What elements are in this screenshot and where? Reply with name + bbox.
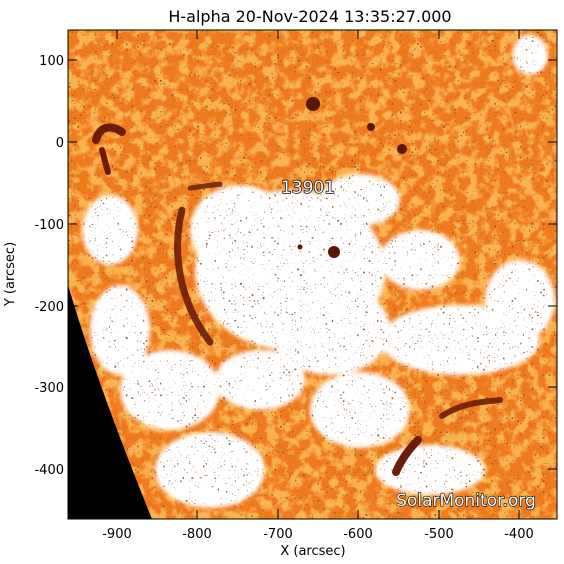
filaments <box>92 123 503 476</box>
plot-title: H-alpha 20-Nov-2024 13:35:27.000 <box>168 7 451 26</box>
y-axis-label: Y (arcsec) <box>3 242 18 307</box>
y-tick-label: 0 <box>56 136 64 151</box>
x-tick-label: -800 <box>182 527 212 542</box>
y-tick-label: -200 <box>34 300 64 315</box>
x-tick-label: -900 <box>102 527 132 542</box>
y-tick-label: -400 <box>34 463 64 478</box>
x-tick-label: -600 <box>343 527 373 542</box>
x-axis-label: X (arcsec) <box>280 544 345 559</box>
y-tick-label: -100 <box>34 218 64 233</box>
x-tick-label: -400 <box>504 527 534 542</box>
chromospheric-network <box>68 30 557 519</box>
axis-ticks <box>68 30 557 519</box>
watermark: SolarMonitor.org <box>396 491 536 511</box>
x-tick-label: -700 <box>263 527 293 542</box>
x-tick-label: -500 <box>424 527 454 542</box>
off-limb-space <box>68 285 152 519</box>
active-region-label: 13901 <box>281 178 335 198</box>
y-tick-label: 100 <box>39 54 64 69</box>
dark-spots <box>297 97 407 258</box>
y-tick-label: -300 <box>34 381 64 396</box>
plot-frame <box>67 29 558 520</box>
halpha-image <box>68 30 557 519</box>
